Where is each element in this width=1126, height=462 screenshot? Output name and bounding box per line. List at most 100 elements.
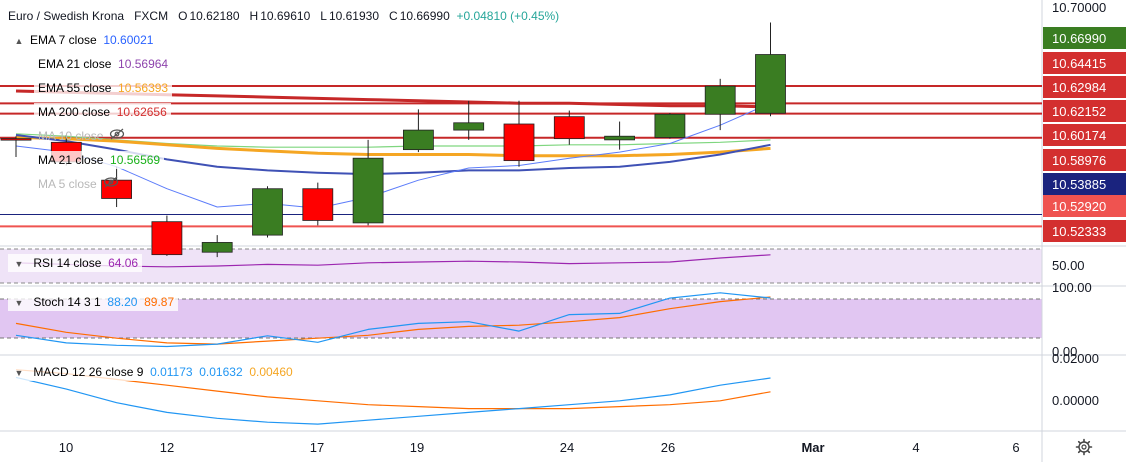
indicator-legend-ma-200-close[interactable]: MA 200 close 10.62656	[34, 103, 171, 121]
indicator-label: EMA 7 close	[30, 33, 97, 47]
macd-axis-top: 0.02000	[1052, 351, 1099, 366]
time-axis-label: 19	[410, 440, 424, 455]
macd-hist-value: 0.00460	[249, 365, 293, 379]
macd-signal-line[interactable]	[15, 369, 771, 410]
price-badge	[1043, 220, 1126, 242]
stoch-d-value: 89.87	[144, 295, 175, 309]
indicator-legend-ma-10-close[interactable]: MA 10 close	[34, 127, 129, 145]
stoch-legend[interactable]: ▼ Stoch 14 3 1 88.20 89.87	[8, 293, 179, 311]
ema55-line[interactable]	[15, 135, 771, 158]
candle[interactable]	[604, 135, 635, 141]
symbol-header: Euro / Swedish Krona FXCM O 10.62180 H 10.…	[8, 9, 559, 23]
gear-icon[interactable]	[1075, 438, 1093, 456]
price-badge	[1043, 100, 1126, 122]
indicator-value: 10.56393	[118, 81, 169, 95]
price-badge-label: 10.58976	[1052, 153, 1106, 168]
price-badge	[1043, 124, 1126, 146]
indicator-label: MA 21 close	[38, 153, 104, 167]
price-badge	[1043, 149, 1126, 171]
time-axis-label: 4	[912, 440, 919, 455]
stoch-axis-top: 100.00	[1052, 280, 1092, 295]
price-badge-label: 10.62984	[1052, 80, 1106, 95]
rsi-legend[interactable]: ▼ RSI 14 close 64.06	[8, 254, 143, 272]
chevron-down-icon[interactable]: ▼	[14, 259, 24, 269]
candle[interactable]	[553, 116, 585, 140]
indicator-legend-ma-21-close[interactable]: MA 21 close 10.56569	[34, 151, 165, 169]
indicator-legend-ma-5-close[interactable]: MA 5 close	[34, 175, 123, 193]
ema7-line[interactable]	[15, 102, 771, 209]
macd-axis-mid: 0.00000	[1052, 393, 1099, 408]
indicator-value: 10.60021	[103, 33, 154, 47]
time-axis-label: 6	[1012, 440, 1019, 455]
rsi-axis-label: 50.00	[1052, 258, 1085, 273]
rsi-value: 64.06	[108, 256, 139, 270]
time-axis-label: Mar	[801, 440, 824, 455]
indicator-label: MA 200 close	[38, 105, 111, 119]
ohlc-low-label: L	[320, 9, 327, 23]
price-badge-label: 10.60174	[1052, 128, 1106, 143]
ohlc-change: +0.04810 (+0.45%)	[456, 9, 560, 23]
stoch-k-line[interactable]	[15, 292, 771, 348]
symbol-name[interactable]: Euro / Swedish Krona	[8, 9, 125, 23]
indicator-value: 10.62656	[116, 105, 167, 119]
stoch-k-value: 88.20	[107, 295, 138, 309]
price-label: 10.70000	[1052, 0, 1106, 15]
indicator-legend-ema-7-close[interactable]: ▲ EMA 7 close 10.60021	[8, 31, 158, 49]
macd-line[interactable]	[15, 376, 771, 425]
ohlc-high-label: H	[249, 9, 259, 23]
macd-signal-value: 0.01632	[199, 365, 243, 379]
indicator-legend-ema-55-close[interactable]: EMA 55 close 10.56393	[34, 79, 173, 97]
macd-value: 0.01173	[150, 365, 193, 379]
time-axis-label: 17	[310, 440, 324, 455]
indicator-value: 10.56964	[118, 57, 169, 71]
price-badge	[1043, 76, 1126, 98]
stoch-d-line[interactable]	[15, 296, 771, 345]
time-axis-label: 24	[560, 440, 574, 455]
candle[interactable]	[252, 188, 283, 236]
chevron-up-icon[interactable]: ▲	[14, 36, 24, 46]
time-axis-label: 10	[59, 440, 73, 455]
macd-label: MACD 12 26 close 9	[33, 365, 144, 379]
exchange-name: FXCM	[134, 9, 169, 23]
price-badge-label: 10.66990	[1052, 31, 1106, 46]
candle[interactable]	[151, 221, 183, 256]
price-badge	[1043, 27, 1126, 49]
price-badge	[1043, 173, 1126, 195]
candle[interactable]	[453, 122, 485, 131]
candle[interactable]	[704, 85, 736, 115]
price-badge-label: 10.62152	[1052, 104, 1106, 119]
indicator-label: EMA 21 close	[38, 57, 112, 71]
price-badge-label: 10.64415	[1052, 56, 1106, 71]
chevron-down-icon[interactable]: ▼	[14, 298, 24, 308]
macd-legend[interactable]: ▼ MACD 12 26 close 9 0.01173 0.01632 0.0…	[8, 363, 297, 381]
ohlc-low: 10.61930	[328, 9, 380, 23]
ohlc-close-label: C	[389, 9, 398, 23]
eye-off-icon[interactable]	[103, 176, 119, 194]
ohlc-open-label: O	[178, 9, 188, 23]
indicator-label: MA 10 close	[38, 129, 104, 143]
indicator-legend-ema-21-close[interactable]: EMA 21 close 10.56964	[34, 55, 173, 73]
chevron-down-icon[interactable]: ▼	[14, 368, 24, 378]
stoch-axis-bottom: 0.00	[1052, 344, 1077, 359]
price-badge-label: 10.53885	[1052, 177, 1106, 192]
candle[interactable]	[755, 54, 786, 114]
candle[interactable]	[201, 242, 233, 253]
candle[interactable]	[503, 123, 535, 162]
ohlc-open: 10.62180	[189, 9, 240, 23]
price-badge	[1043, 195, 1126, 217]
candle[interactable]	[352, 157, 384, 224]
indicator-label: EMA 55 close	[38, 81, 112, 95]
candle[interactable]	[0, 138, 32, 141]
candle[interactable]	[302, 188, 334, 221]
rsi-label: RSI 14 close	[33, 256, 102, 270]
candle[interactable]	[654, 113, 686, 138]
indicator-value: 10.56569	[110, 153, 161, 167]
price-badge-label: 10.52333	[1052, 224, 1106, 239]
eye-off-icon[interactable]	[109, 128, 125, 146]
price-badge-label: 10.52920	[1052, 199, 1106, 214]
time-axis-label: 26	[661, 440, 675, 455]
ohlc-close: 10.66990	[399, 9, 450, 23]
candle[interactable]	[402, 129, 434, 151]
price-badge	[1043, 52, 1126, 74]
ohlc-high: 10.69610	[260, 9, 311, 23]
